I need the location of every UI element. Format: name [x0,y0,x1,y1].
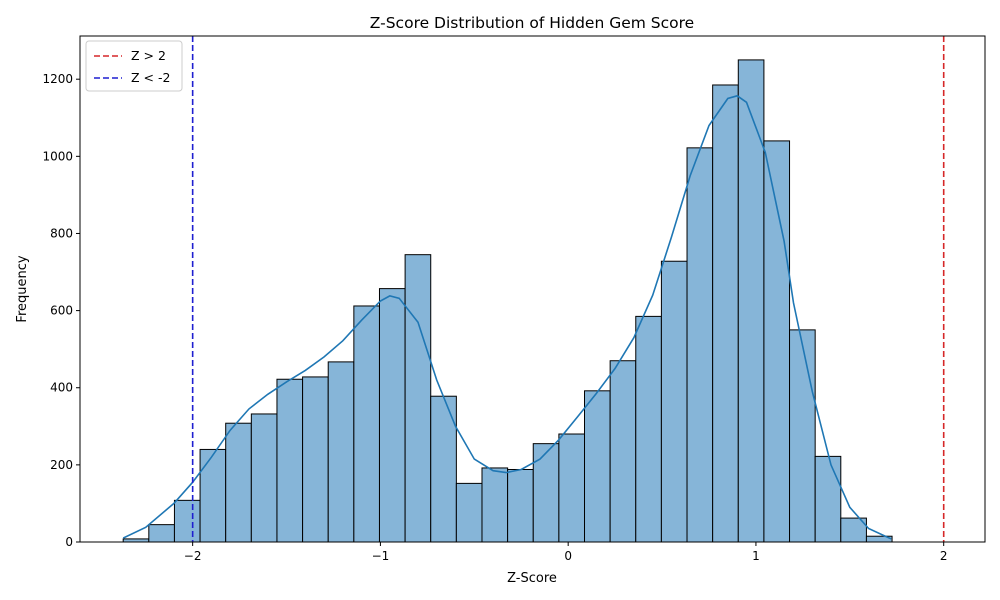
x-tick-label: −1 [372,549,390,563]
histogram-bar [609,360,637,543]
x-tick-label: −2 [184,549,202,563]
histogram-bar [225,422,252,543]
histogram-bar [635,315,662,543]
histogram-bar [327,361,355,543]
y-tick-label: 0 [65,535,73,549]
histogram-bar [789,329,816,543]
y-tick-label: 1000 [42,149,73,163]
histogram-bar [199,448,227,543]
y-tick-label: 200 [50,458,73,472]
chart-title: Z-Score Distribution of Hidden Gem Score [370,14,694,32]
histogram-bar [378,288,406,543]
histogram-bar [430,395,457,543]
x-tick-label: 2 [940,549,948,563]
histogram-bar [558,433,586,543]
y-tick-label: 800 [50,226,73,240]
histogram-bar [763,140,791,543]
legend-box [85,40,183,92]
histogram-bar [455,482,483,543]
y-tick-label: 600 [50,304,73,318]
histogram-bar [660,260,688,543]
histogram-bar [250,413,278,543]
histogram-bar [532,443,560,543]
histogram-bar [686,147,714,543]
x-tick-label: 0 [564,549,572,563]
histogram-bar [148,524,175,543]
legend-label-z-gt-2: Z > 2 [131,48,166,63]
histogram-bar [353,305,380,543]
histogram-bar [173,499,201,543]
kde-curve [122,94,892,540]
histogram-bar [584,390,611,543]
histogram-bar [737,59,765,543]
histogram-bar [712,84,739,543]
histogram-bar [276,378,304,543]
legend-label-z-lt-neg-2: Z < -2 [131,70,170,85]
x-tick-label: 1 [752,549,760,563]
y-tick-label: 400 [50,381,73,395]
histogram-bar [507,468,534,543]
histogram-bar [814,455,842,543]
histogram-bar [404,254,432,543]
y-tick-label: 1200 [42,72,73,86]
histogram-bar [481,467,509,543]
plot-frame [79,35,986,543]
x-axis-label: Z-Score [507,571,557,586]
y-axis-label: Frequency [15,255,30,322]
legend: Z > 2 Z < -2 [85,40,183,92]
histogram-bar [302,376,329,543]
